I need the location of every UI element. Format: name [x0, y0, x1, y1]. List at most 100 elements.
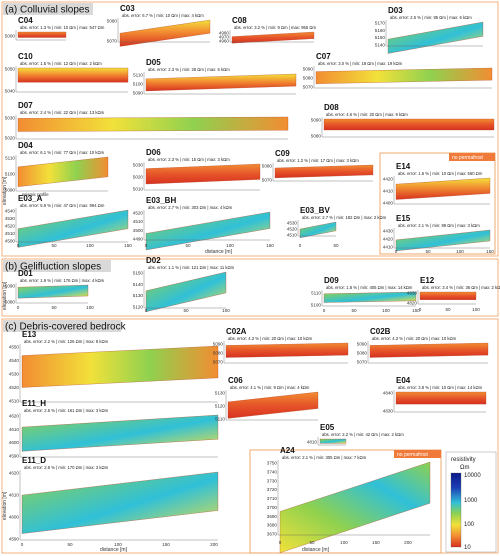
profile-name: E05 — [320, 423, 335, 432]
y-tick-label: 4520 — [5, 224, 16, 229]
x-tick-label: 0 — [323, 308, 326, 313]
resistivity-section — [323, 291, 417, 303]
x-tick-label: 50 — [67, 542, 73, 547]
profile-stats: abs. error: 1.1 % | min: 121 Ωm | max: 1… — [148, 265, 235, 270]
resistivity-section — [17, 284, 89, 299]
y-tick-label: 4530 — [287, 221, 298, 226]
y-tick-label: 3690 — [267, 514, 278, 519]
y-tick-label: 3700 — [267, 505, 278, 510]
x-tick-label: 100 — [86, 243, 94, 248]
distance-label-a24: distance [m] — [302, 547, 330, 553]
resistivity-section — [17, 116, 289, 132]
profile-stats: abs. error: 2.3 % | min: 28 Ωm | max: 6 … — [148, 67, 230, 72]
resistivity-section — [395, 391, 487, 405]
y-tick-label: 4430 — [383, 229, 394, 234]
y-tick-label: 4530 — [5, 216, 16, 221]
resistivity-section — [274, 164, 374, 179]
y-tick-label: 4590 — [9, 537, 20, 542]
x-tick-label: 50 — [333, 243, 339, 248]
profile-stats: abs. error: 2.7 % | min: 182 Ωm | max: 2… — [302, 215, 387, 220]
resistivity-section — [17, 209, 129, 248]
y-tick-label: 4540 — [5, 209, 16, 214]
y-tick-label: 4530 — [9, 372, 20, 377]
profile-stats: abs. error: 4.3 % | min: 20 Ωm | max: 10… — [228, 336, 313, 341]
section-a-label-bg — [3, 3, 93, 15]
x-tick-label: 200 — [404, 540, 412, 545]
y-tick-label: 5150 — [133, 271, 144, 276]
resistivity-section — [145, 211, 271, 251]
y-tick-label: 4620 — [9, 471, 20, 476]
profile-name: D06 — [146, 148, 161, 157]
y-tick-label: 5110 — [311, 291, 321, 296]
profile-name: D07 — [18, 101, 33, 110]
no-permafrost-frame-a24 — [249, 449, 442, 554]
colorbar: resistivity Ωm 10000 1000 100 10 — [445, 451, 497, 553]
profile-stats: abs. error: 2.3 % | min: 15 Ωm | max: 3 … — [148, 157, 230, 162]
profile-stats: abs. error: 6.1 % | min: 77 Ωm | max: 10… — [20, 150, 105, 155]
resistivity-section — [323, 118, 495, 131]
x-tick-label: 0 — [17, 243, 20, 248]
profile-stats: abs. error: 2.8 % | min: 170 Ωm | max: 3… — [24, 465, 109, 470]
colorbar-unit: Ωm — [460, 465, 469, 471]
profile-stats: abs. error: 4.3 % | min: 20 Ωm | max: 10… — [372, 336, 457, 341]
profile-stats: abs. error: 5.9 % | min: 47 Ωm | max: 99… — [20, 203, 105, 208]
y-tick-label: 5080 — [5, 300, 16, 305]
colorbar-tick-10: 10 — [464, 545, 471, 551]
resistivity-section — [279, 461, 431, 553]
y-tick-label: 4840 — [383, 391, 394, 396]
y-tick-label: 4420 — [383, 177, 394, 182]
section-a-frame — [1, 1, 499, 257]
resistivity-section — [227, 391, 319, 419]
profile-name: C08 — [232, 16, 247, 25]
y-tick-label: 4400 — [383, 201, 394, 206]
resistivity-section — [387, 21, 484, 54]
x-tick-label: 150 — [486, 249, 494, 254]
x-tick-label: 50 — [351, 308, 357, 313]
x-tick-label: 0 — [21, 542, 24, 547]
y-tick-label: 5080 — [303, 76, 314, 81]
profile-stats: abs. error: 2.2 % | min: 42 Ωm | max: 2 … — [322, 432, 404, 437]
resistivity-section — [145, 163, 261, 185]
profile-stats: abs. error: 4.1 % | min: 9 Ωm | max: 4 k… — [230, 385, 310, 390]
x-tick-label: 0 — [145, 243, 148, 248]
profile-name: D01 — [18, 269, 33, 278]
resistivity-section — [231, 31, 315, 44]
x-tick-label: 100 — [86, 305, 94, 310]
colorbar-tick-100: 100 — [464, 522, 475, 528]
y-tick-label: 4610 — [9, 493, 20, 498]
section-b-label-bg — [3, 260, 111, 272]
profile-stats: abs. error: 1.3 % | min: 10 Ωm | max: 54… — [20, 25, 105, 30]
y-tick-label: 4600 — [9, 515, 20, 520]
profile-stats: abs. error: 1.9 % | min: 176 Ωm | max: 4… — [20, 278, 105, 283]
y-tick-label: 5030 — [5, 116, 16, 121]
y-tick-label: 5080 — [107, 19, 118, 24]
colorbar-tick-10000: 10000 — [464, 473, 481, 479]
resistivity-section — [17, 156, 109, 187]
y-tick-label: 5130 — [133, 293, 144, 298]
x-tick-label: 50 — [183, 308, 189, 313]
profile-name: E14 — [396, 162, 411, 171]
y-tick-label: 5120 — [133, 305, 144, 310]
y-tick-label: 5090 — [5, 284, 16, 289]
y-tick-label: 5110 — [215, 417, 225, 422]
profile-stats: abs. error: 1.8 % | min: 405 Ωm | max: 1… — [326, 285, 413, 290]
resistivity-section — [395, 229, 491, 252]
resistivity-section — [21, 414, 219, 452]
profile-stats: abs. error: 3.0 % | min: 18 Ωm | max: 19… — [318, 61, 403, 66]
y-tick-label: 5140 — [133, 282, 144, 287]
profile-stats: abs. error: 2.5 % | min: 161 Ωm | max: 3… — [24, 408, 109, 413]
resistivity-section — [225, 342, 349, 358]
y-tick-label: 4510 — [133, 219, 144, 224]
distance-label-a: distance [m] — [205, 249, 233, 255]
no-permafrost-badge-a24 — [394, 450, 441, 458]
profile-name: D02 — [146, 256, 161, 265]
x-tick-label: 100 — [456, 249, 464, 254]
